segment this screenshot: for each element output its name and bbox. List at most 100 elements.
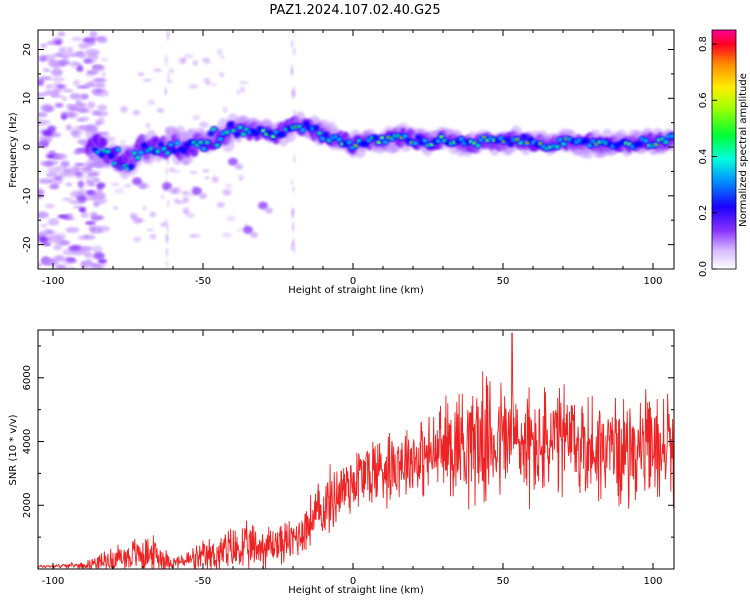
heatmap-cell [237,174,245,179]
heatmap-cell [142,205,147,211]
heatmap-cell [56,50,69,58]
heatmap-cell [186,212,195,219]
heatmap-cell [415,134,422,141]
heatmap-cell [44,203,55,209]
heatmap-cell [290,178,294,186]
heatmap-cell [47,166,61,174]
heatmap-cell [227,121,234,128]
snr-panel: -100 -50 0 50 100 2000 4000 6000 Height of str… [8,329,675,596]
snr-xtick-label: 0 [350,576,356,587]
heatmap-cell [189,234,195,239]
heatmap-cell [100,57,108,62]
heatmap-cell [89,30,98,38]
heatmap-cell [320,136,326,141]
heatmap-cell [292,186,295,193]
heatmap-cell [300,128,306,132]
heatmap-cell [98,151,105,158]
heatmap-cell [55,264,67,269]
heatmap-cell [83,166,93,171]
heatmap-cell [236,89,241,96]
heatmap-cell [203,58,211,65]
heatmap-cell [53,244,63,251]
heatmap-cell [88,40,96,46]
heatmap-cell [75,248,87,254]
heatmap-cell [63,240,71,245]
colorbar-label: Normalized spectral amplitude [738,73,749,227]
heatmap-cell [143,78,152,83]
snr-ytick-label: 4000 [22,429,33,454]
heatmap-cell [99,137,108,148]
heatmap-cell [211,176,219,183]
heatmap-cell [222,188,232,196]
heatmap-cell [57,31,66,37]
heatmap-cell [132,177,142,186]
heatmap-cell [43,105,51,113]
heatmap-cell [61,96,68,101]
heatmap-cell [670,134,674,138]
heatmap-cell [60,110,75,117]
heatmap-cell [43,90,54,96]
heatmap-cell [458,137,464,141]
heatmap-cell [205,81,211,86]
heatmap-cell [168,142,174,147]
heatmap-cell [293,46,296,56]
heatmap-cell [240,86,246,93]
heatmap-cell [402,134,408,138]
heatmap-cell [174,198,180,202]
heatmap-cell [50,94,64,98]
heatmap-cell [181,57,186,64]
spectrogram-ytick-label: 10 [22,92,33,105]
heatmap-cell [96,35,108,44]
heatmap-cell [82,234,90,240]
heatmap-cell [73,150,82,155]
heatmap-cell [322,131,330,138]
heatmap-cell [155,150,160,153]
heatmap-cell [422,138,428,143]
heatmap-cell [53,233,66,240]
heatmap-cell [85,179,92,187]
heatmap-cell [38,236,48,244]
heatmap-cell [92,178,101,182]
heatmap-cell [93,252,105,260]
heatmap-cell [86,172,100,177]
heatmap-cell [38,211,49,219]
heatmap-cell [183,53,194,59]
heatmap-cell [660,138,665,141]
heatmap-cell [113,205,118,210]
heatmap-cell [98,110,108,116]
snr-xtick-label: 100 [643,576,662,587]
heatmap-cell [58,46,67,53]
heatmap-cell [205,141,209,144]
heatmap-cell [520,133,528,140]
spectrogram-xlabel: Height of straight line (km) [288,285,424,296]
colorbar-tick-label: 0.0 [698,261,709,277]
heatmap-cell [52,88,62,94]
heatmap-cell [65,226,80,233]
heatmap-cell [70,130,80,137]
heatmap-cell [290,242,294,251]
heatmap-cell [164,218,168,227]
heatmap-cell [94,82,105,87]
heatmap-cell [372,134,379,141]
heatmap-cell [293,154,296,164]
heatmap-cell [93,64,104,70]
heatmap-cell [525,141,529,144]
heatmap-cell [166,221,169,233]
heatmap-cell [63,217,76,221]
heatmap-cell [90,263,102,269]
heatmap-cell [169,167,176,173]
heatmap-cell [44,230,56,236]
heatmap-cell [83,176,98,180]
heatmap-cell [68,200,83,204]
heatmap-cell [97,225,111,233]
snr-xlabel: Height of straight line (km) [288,585,424,596]
heatmap-cell [156,108,165,113]
heatmap-cell [238,126,242,129]
heatmap-cell [61,89,74,93]
heatmap-cell [74,162,86,167]
heatmap-cell [80,261,88,269]
heatmap-cell [138,150,144,155]
heatmap-cell [91,191,106,200]
heatmap-cell [108,152,115,159]
